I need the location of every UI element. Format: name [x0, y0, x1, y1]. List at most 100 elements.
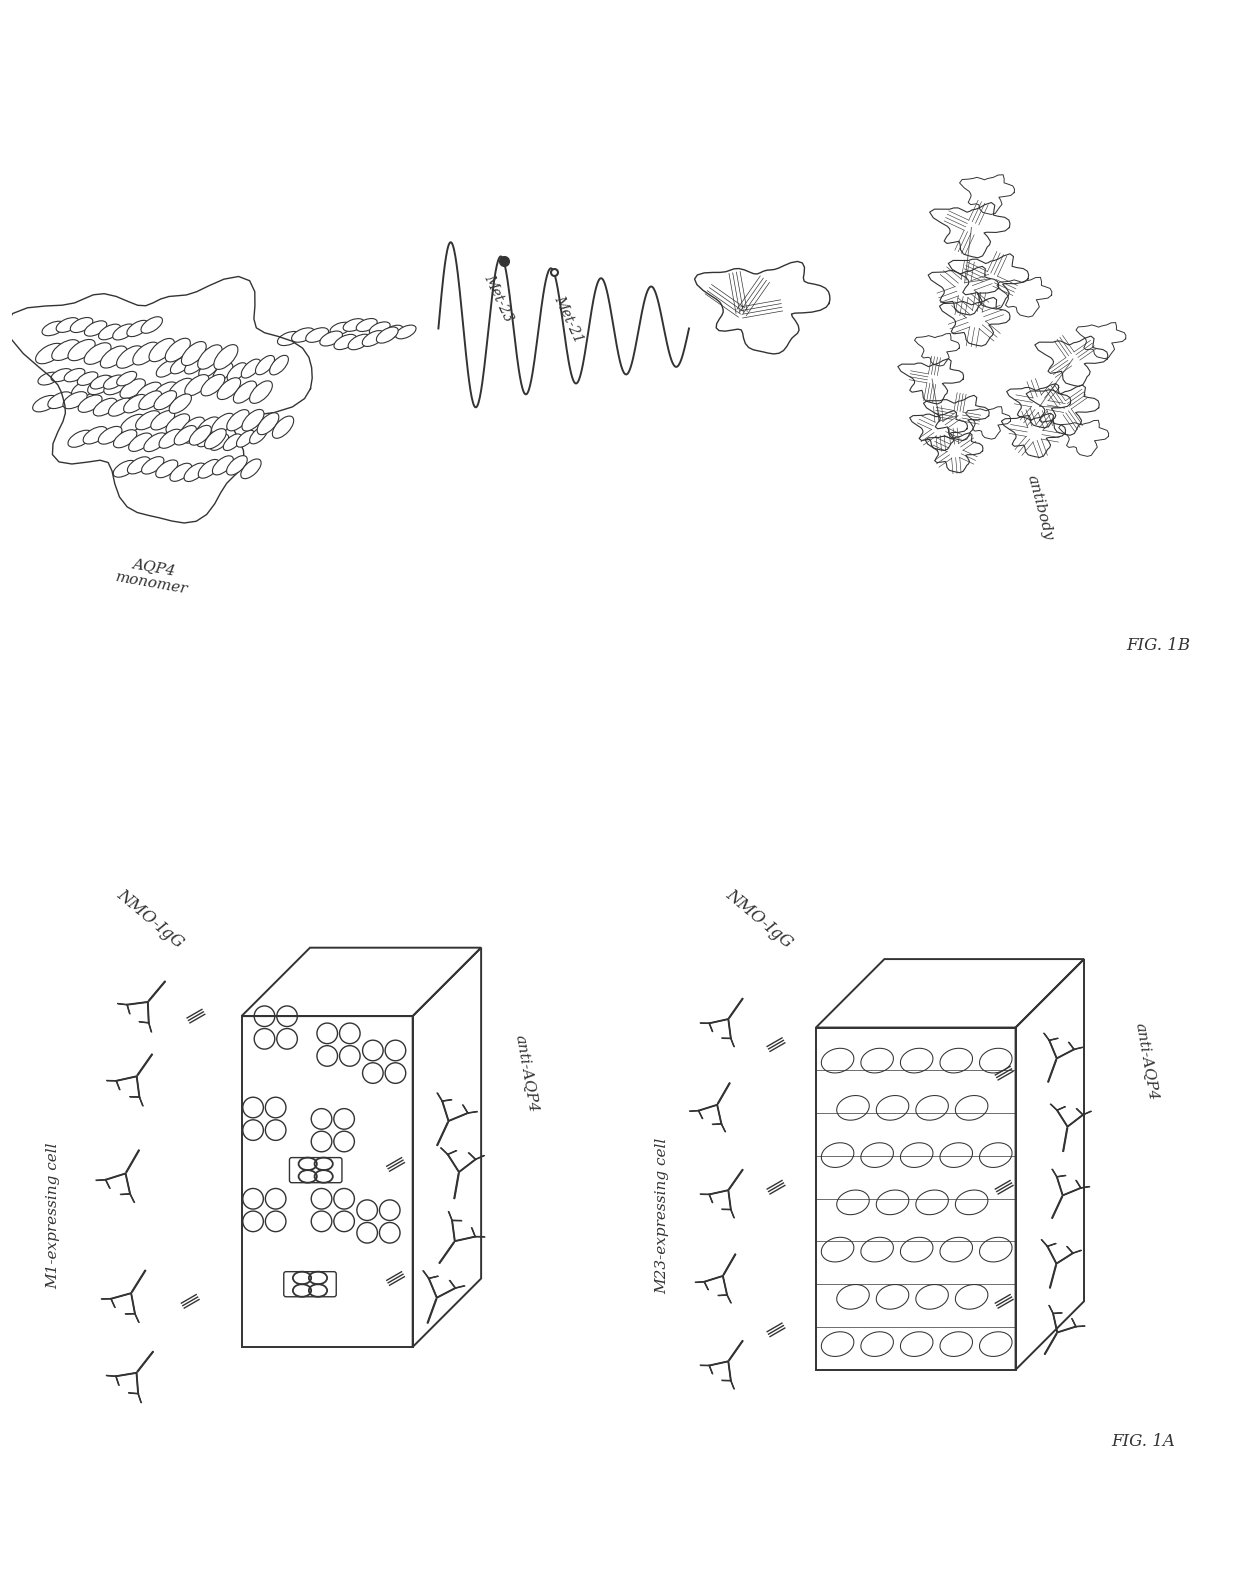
Ellipse shape: [330, 323, 351, 334]
Ellipse shape: [129, 434, 151, 451]
Ellipse shape: [181, 342, 206, 366]
Ellipse shape: [227, 363, 247, 382]
Ellipse shape: [306, 328, 329, 342]
Ellipse shape: [108, 397, 131, 416]
Ellipse shape: [68, 339, 95, 361]
Ellipse shape: [197, 431, 216, 446]
Ellipse shape: [64, 369, 84, 382]
Ellipse shape: [257, 413, 279, 435]
Ellipse shape: [117, 345, 143, 369]
Ellipse shape: [184, 427, 203, 443]
Ellipse shape: [104, 375, 129, 394]
Ellipse shape: [212, 456, 233, 475]
Ellipse shape: [201, 375, 224, 396]
Ellipse shape: [77, 372, 98, 385]
Text: NMO-IgG: NMO-IgG: [114, 886, 187, 951]
Ellipse shape: [113, 461, 136, 476]
Ellipse shape: [139, 391, 161, 410]
Ellipse shape: [377, 328, 398, 344]
Ellipse shape: [88, 375, 114, 394]
Ellipse shape: [117, 372, 136, 386]
Ellipse shape: [91, 375, 110, 389]
Ellipse shape: [370, 321, 391, 336]
Ellipse shape: [190, 426, 211, 445]
Text: AQP4
monomer: AQP4 monomer: [114, 554, 191, 597]
Text: FIG. 1B: FIG. 1B: [1126, 638, 1190, 654]
Ellipse shape: [32, 396, 57, 412]
Ellipse shape: [98, 426, 122, 445]
Ellipse shape: [84, 321, 107, 336]
Ellipse shape: [113, 325, 135, 340]
Ellipse shape: [233, 382, 257, 404]
Ellipse shape: [151, 410, 175, 431]
Ellipse shape: [68, 431, 92, 448]
Ellipse shape: [212, 413, 234, 434]
Ellipse shape: [237, 431, 254, 446]
Ellipse shape: [133, 342, 159, 366]
Text: Met-21: Met-21: [552, 293, 585, 345]
Ellipse shape: [136, 382, 161, 402]
Ellipse shape: [362, 331, 384, 347]
Text: M1-expressing cell: M1-expressing cell: [46, 1143, 61, 1289]
Ellipse shape: [72, 380, 98, 397]
Ellipse shape: [217, 378, 241, 399]
Ellipse shape: [242, 410, 264, 431]
Ellipse shape: [223, 434, 242, 451]
Ellipse shape: [348, 334, 371, 350]
Ellipse shape: [170, 464, 192, 481]
Ellipse shape: [269, 355, 289, 375]
Ellipse shape: [181, 416, 205, 437]
Text: M23-expressing cell: M23-expressing cell: [655, 1138, 668, 1293]
Ellipse shape: [320, 331, 342, 347]
Ellipse shape: [36, 344, 63, 364]
Ellipse shape: [166, 413, 190, 434]
Ellipse shape: [141, 456, 164, 473]
Ellipse shape: [255, 356, 274, 375]
Ellipse shape: [242, 359, 260, 378]
Text: Met-23: Met-23: [481, 272, 516, 325]
Ellipse shape: [156, 359, 177, 377]
Ellipse shape: [144, 432, 166, 451]
Ellipse shape: [196, 416, 219, 437]
Ellipse shape: [153, 382, 177, 402]
Ellipse shape: [78, 396, 102, 412]
Ellipse shape: [52, 340, 79, 361]
Ellipse shape: [56, 318, 79, 332]
Ellipse shape: [120, 378, 145, 399]
Ellipse shape: [103, 375, 124, 389]
Ellipse shape: [210, 434, 228, 451]
Ellipse shape: [113, 429, 136, 448]
Ellipse shape: [156, 461, 177, 478]
Ellipse shape: [241, 459, 262, 478]
Ellipse shape: [51, 369, 72, 382]
Ellipse shape: [159, 429, 181, 448]
Ellipse shape: [170, 356, 191, 374]
Ellipse shape: [157, 431, 177, 446]
Ellipse shape: [213, 363, 233, 382]
Ellipse shape: [71, 318, 93, 332]
Ellipse shape: [205, 429, 226, 450]
Ellipse shape: [197, 345, 222, 369]
Ellipse shape: [273, 416, 294, 438]
Text: NMO-IgG: NMO-IgG: [722, 886, 796, 951]
Ellipse shape: [42, 321, 64, 336]
Ellipse shape: [227, 410, 249, 431]
Ellipse shape: [171, 427, 190, 443]
Ellipse shape: [63, 391, 87, 408]
Ellipse shape: [198, 459, 219, 478]
Ellipse shape: [38, 372, 60, 385]
Ellipse shape: [48, 393, 72, 408]
Ellipse shape: [98, 325, 120, 340]
Ellipse shape: [249, 427, 268, 443]
Ellipse shape: [169, 378, 193, 399]
Ellipse shape: [124, 394, 146, 413]
Ellipse shape: [141, 317, 162, 334]
Ellipse shape: [291, 328, 315, 342]
Ellipse shape: [227, 456, 247, 475]
Ellipse shape: [149, 339, 175, 361]
Text: anti-AQP4: anti-AQP4: [1133, 1023, 1161, 1102]
Ellipse shape: [128, 457, 150, 473]
Ellipse shape: [84, 344, 112, 364]
Ellipse shape: [382, 325, 403, 339]
Ellipse shape: [343, 318, 365, 331]
